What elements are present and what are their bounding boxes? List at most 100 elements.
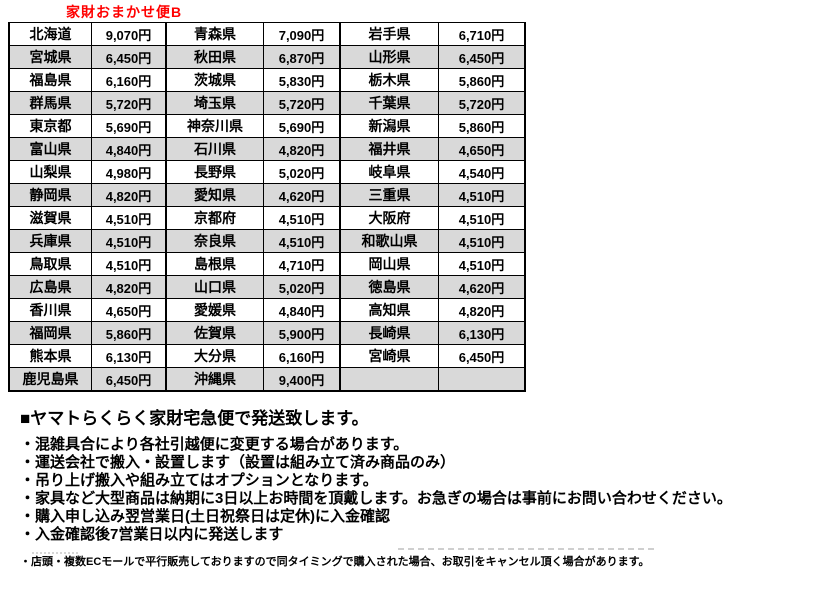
shipping-fee-table-body: 北海道 9,070円 青森県 7,090円 岩手県 6,710円 宮城県 6,4…: [8, 22, 526, 392]
table-row: 鳥取県 4,510円 島根県 4,710円 岡山県 4,510円: [8, 252, 526, 276]
prefecture-cell: 鹿児島県: [8, 367, 92, 392]
table-row: 静岡県 4,820円 愛知県 4,620円 三重県 4,510円: [8, 183, 526, 207]
price-cell: 4,840円: [91, 137, 167, 161]
shipping-plan-title: 家財おまかせ便B: [66, 4, 183, 20]
price-cell: 4,820円: [438, 298, 526, 322]
prefecture-cell: 奈良県: [165, 229, 264, 253]
price-cell: 5,860円: [91, 321, 167, 345]
price-cell: 4,510円: [91, 206, 167, 230]
shipping-note: ・吊り上げ搬入や組み立てはオプションとなります。: [20, 472, 378, 489]
table-row: 広島県 4,820円 山口県 5,020円 徳島県 4,620円: [8, 275, 526, 299]
shipping-fee-table: 北海道 9,070円 青森県 7,090円 岩手県 6,710円 宮城県 6,4…: [8, 22, 526, 392]
table-row: 滋賀県 4,510円 京都府 4,510円 大阪府 4,510円: [8, 206, 526, 230]
price-cell: 4,650円: [91, 298, 167, 322]
prefecture-cell: 宮城県: [8, 45, 92, 69]
price-cell: 6,450円: [91, 367, 167, 392]
price-cell: 4,620円: [438, 275, 526, 299]
price-cell: 9,070円: [91, 22, 167, 46]
prefecture-cell: 北海道: [8, 22, 92, 46]
price-cell: 9,400円: [263, 367, 341, 392]
prefecture-cell: 富山県: [8, 137, 92, 161]
prefecture-cell: 山口県: [165, 275, 264, 299]
table-row: 兵庫県 4,510円 奈良県 4,510円 和歌山県 4,510円: [8, 229, 526, 253]
price-cell: 4,820円: [91, 275, 167, 299]
prefecture-cell: 福島県: [8, 68, 92, 92]
price-cell: 4,510円: [263, 229, 341, 253]
prefecture-cell: 神奈川県: [165, 114, 264, 138]
prefecture-cell: 岩手県: [339, 22, 439, 46]
price-cell: 6,160円: [263, 344, 341, 368]
price-cell: 4,510円: [438, 206, 526, 230]
prefecture-cell: 徳島県: [339, 275, 439, 299]
prefecture-cell: 長野県: [165, 160, 264, 184]
prefecture-cell: 滋賀県: [8, 206, 92, 230]
prefecture-cell: 埼玉県: [165, 91, 264, 115]
shipping-note-list: ・混雑具合により各社引越便に変更する場合があります。 ・運送会社で搬入・設置しま…: [20, 436, 810, 544]
prefecture-cell: 岡山県: [339, 252, 439, 276]
table-row: 香川県 4,650円 愛媛県 4,840円 高知県 4,820円: [8, 298, 526, 322]
prefecture-cell: 栃木県: [339, 68, 439, 92]
price-cell: 4,510円: [91, 252, 167, 276]
price-cell: 4,620円: [263, 183, 341, 207]
price-cell: 5,720円: [91, 91, 167, 115]
price-cell: 5,020円: [263, 275, 341, 299]
prefecture-cell: 山梨県: [8, 160, 92, 184]
price-cell: [438, 367, 526, 392]
shipping-note: ・購入申し込み翌営業日(土日祝祭日は定休)に入金確認: [20, 508, 390, 525]
prefecture-cell: 茨城県: [165, 68, 264, 92]
price-cell: 4,510円: [438, 229, 526, 253]
prefecture-cell: 和歌山県: [339, 229, 439, 253]
price-cell: 6,160円: [91, 68, 167, 92]
prefecture-cell: 新潟県: [339, 114, 439, 138]
table-row: 北海道 9,070円 青森県 7,090円 岩手県 6,710円: [8, 22, 526, 46]
table-row: 熊本県 6,130円 大分県 6,160円 宮崎県 6,450円: [8, 344, 526, 368]
prefecture-cell: 高知県: [339, 298, 439, 322]
price-cell: 5,860円: [438, 114, 526, 138]
prefecture-cell: 佐賀県: [165, 321, 264, 345]
prefecture-cell: 兵庫県: [8, 229, 92, 253]
table-row: 富山県 4,840円 石川県 4,820円 福井県 4,650円: [8, 137, 526, 161]
price-cell: 6,130円: [438, 321, 526, 345]
prefecture-cell: 鳥取県: [8, 252, 92, 276]
stray-marks: [398, 548, 654, 550]
shipping-note: ・運送会社で搬入・設置します（設置は組み立て済み商品のみ）: [20, 454, 456, 471]
prefecture-cell: 大分県: [165, 344, 264, 368]
prefecture-cell: 静岡県: [8, 183, 92, 207]
price-cell: 6,870円: [263, 45, 341, 69]
prefecture-cell: 秋田県: [165, 45, 264, 69]
price-cell: 6,450円: [438, 45, 526, 69]
price-cell: 6,450円: [91, 45, 167, 69]
prefecture-cell: 岐阜県: [339, 160, 439, 184]
price-cell: 4,510円: [438, 183, 526, 207]
table-row: 宮城県 6,450円 秋田県 6,870円 山形県 6,450円: [8, 45, 526, 69]
prefecture-cell: 沖縄県: [165, 367, 264, 392]
price-cell: 7,090円: [263, 22, 341, 46]
shipping-method-heading: ■ヤマトらくらく家財宅急便で発送致します。: [20, 409, 369, 428]
prefecture-cell: 愛知県: [165, 183, 264, 207]
price-cell: 5,020円: [263, 160, 341, 184]
prefecture-cell: 福井県: [339, 137, 439, 161]
prefecture-cell: 大阪府: [339, 206, 439, 230]
prefecture-cell: 香川県: [8, 298, 92, 322]
price-cell: 4,510円: [438, 252, 526, 276]
price-cell: 5,720円: [263, 91, 341, 115]
price-cell: 4,820円: [263, 137, 341, 161]
price-cell: 4,510円: [263, 206, 341, 230]
prefecture-cell: 京都府: [165, 206, 264, 230]
prefecture-cell: [339, 367, 439, 392]
price-cell: 4,820円: [91, 183, 167, 207]
prefecture-cell: 東京都: [8, 114, 92, 138]
price-cell: 5,720円: [438, 91, 526, 115]
price-cell: 5,690円: [263, 114, 341, 138]
table-row: 福岡県 5,860円 佐賀県 5,900円 長崎県 6,130円: [8, 321, 526, 345]
prefecture-cell: 山形県: [339, 45, 439, 69]
shipping-note: ・入金確認後7営業日以内に発送します: [20, 526, 284, 543]
table-row: 群馬県 5,720円 埼玉県 5,720円 千葉県 5,720円: [8, 91, 526, 115]
price-cell: 4,510円: [91, 229, 167, 253]
table-row: 福島県 6,160円 茨城県 5,830円 栃木県 5,860円: [8, 68, 526, 92]
price-cell: 5,690円: [91, 114, 167, 138]
prefecture-cell: 長崎県: [339, 321, 439, 345]
prefecture-cell: 青森県: [165, 22, 264, 46]
parallel-sales-note: ・店頭・複数ECモールで平行販売しておりますので同タイミングで購入された場合、お…: [20, 556, 650, 568]
price-cell: 6,130円: [91, 344, 167, 368]
